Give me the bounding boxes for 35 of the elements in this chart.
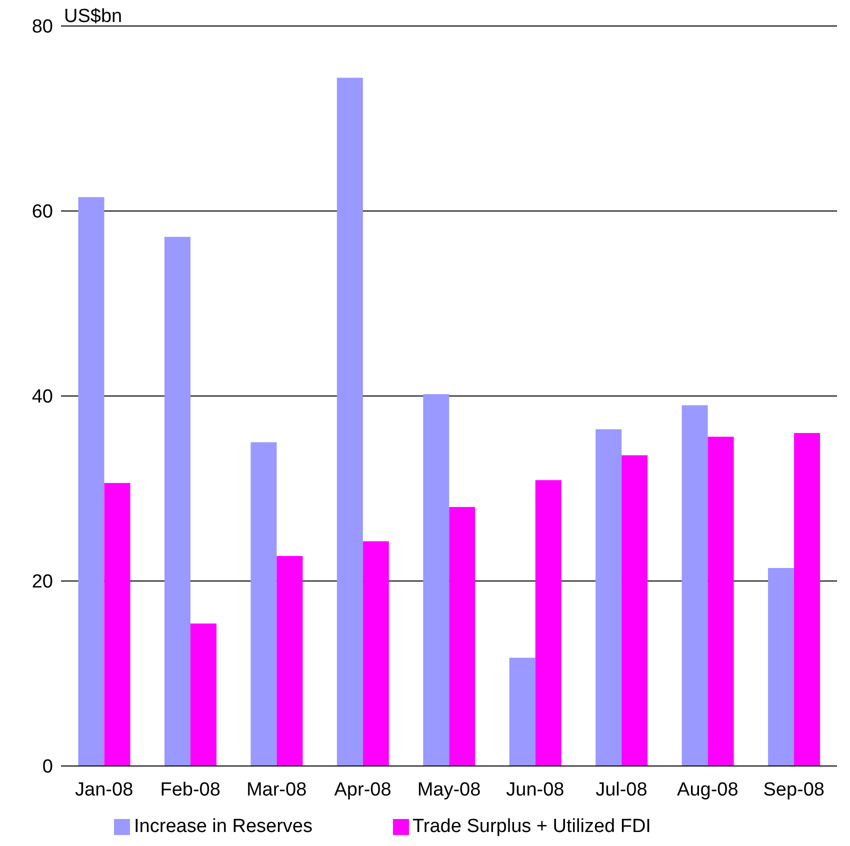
x-tick-label: Jun-08 xyxy=(506,779,564,800)
y-tick-label: 40 xyxy=(32,386,53,408)
bar xyxy=(794,433,820,766)
x-tick-label: Mar-08 xyxy=(246,779,307,800)
bar xyxy=(336,78,363,766)
bar xyxy=(250,442,277,766)
x-tick-label: Jan-08 xyxy=(75,779,134,800)
x-tick-label: Sep-08 xyxy=(763,779,825,800)
legend-label: Increase in Reserves xyxy=(134,816,312,837)
bar xyxy=(535,480,562,766)
bar xyxy=(708,436,734,766)
y-tick-label: 80 xyxy=(32,16,53,38)
bar xyxy=(622,455,648,766)
y-tick-label: 60 xyxy=(32,202,53,223)
bar xyxy=(682,405,708,766)
bar xyxy=(423,394,450,766)
x-tick-label: May-08 xyxy=(417,779,481,800)
x-tick-label: Aug-08 xyxy=(677,779,738,800)
x-tick-label: Feb-08 xyxy=(160,779,220,800)
y-tick-label: 20 xyxy=(32,572,53,593)
bar xyxy=(449,507,476,766)
bar xyxy=(164,236,190,766)
bar xyxy=(768,568,794,766)
bar xyxy=(78,197,104,766)
bar xyxy=(362,541,389,766)
bar xyxy=(276,556,303,766)
x-tick-label: Jul-08 xyxy=(596,779,648,800)
bar xyxy=(104,482,130,766)
y-tick-label: 0 xyxy=(42,756,53,778)
bar xyxy=(190,624,216,766)
x-tick-label: Apr-08 xyxy=(334,779,392,800)
y-axis-title: US$bn xyxy=(64,6,122,27)
bar xyxy=(596,429,622,766)
legend-label: Trade Surplus + Utilized FDI xyxy=(412,816,651,837)
bar xyxy=(509,658,536,766)
